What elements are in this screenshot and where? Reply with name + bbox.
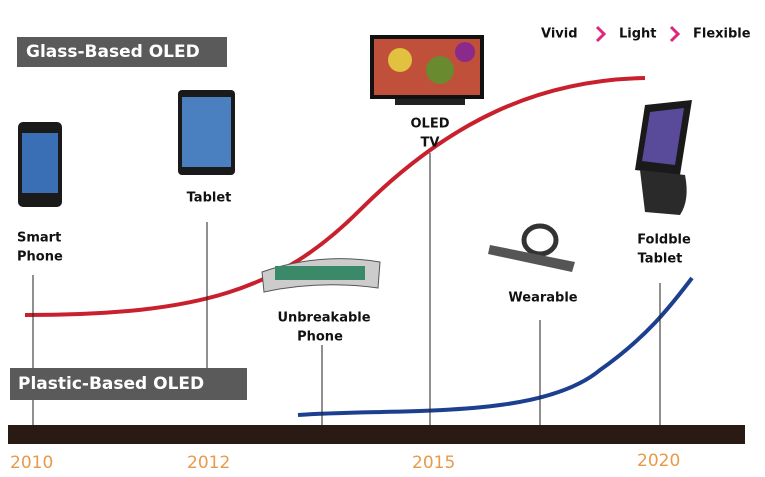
chevron [669, 25, 681, 43]
plastic-title: Plastic-Based OLED [18, 374, 204, 394]
product-label: Phone [297, 330, 343, 345]
year-label: 2015 [412, 453, 455, 473]
product-label: Smart [17, 231, 61, 246]
plastic-curve [297, 276, 694, 417]
product-label: Foldble [637, 233, 691, 248]
year-label: 2012 [187, 453, 230, 473]
product-label: Tablet [187, 191, 232, 206]
product-label: Phone [17, 250, 63, 265]
plastic-box [10, 368, 247, 400]
year-label: 2020 [637, 451, 680, 471]
chevron [595, 25, 607, 43]
timeline-bar [8, 425, 745, 444]
glass-title: Glass-Based OLED [26, 42, 200, 62]
legend-step: Light [619, 27, 657, 42]
product-label: Wearable [508, 291, 577, 306]
product-label: Unbreakable [277, 311, 370, 326]
product-label: Tablet [638, 252, 683, 267]
year-label: 2010 [10, 453, 53, 473]
device-images [18, 35, 692, 293]
glass-curve [24, 76, 646, 317]
product-label: TV [421, 136, 440, 151]
glass-box [17, 37, 227, 67]
legend-step: Vivid [541, 27, 578, 42]
legend-step: Flexible [693, 27, 751, 42]
leader-lines [32, 153, 661, 425]
product-label: OLED [410, 117, 449, 132]
